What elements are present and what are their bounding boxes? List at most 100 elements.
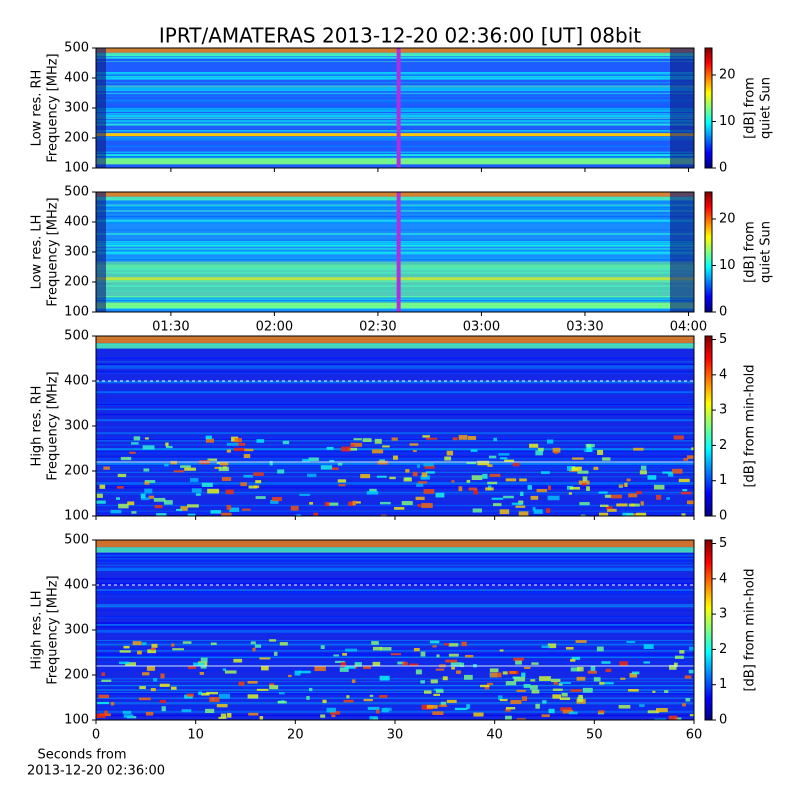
texture-stripe — [96, 466, 694, 468]
texture-blob — [521, 672, 526, 678]
texture-blob — [425, 437, 438, 440]
texture-stripe — [96, 471, 694, 474]
texture-blob — [193, 662, 205, 666]
texture-blob — [511, 502, 523, 505]
texture-stripe — [96, 615, 694, 618]
texture-stripe — [96, 703, 694, 705]
texture-blob — [669, 664, 677, 670]
texture-blob — [320, 714, 326, 718]
texture-blob — [568, 711, 578, 715]
texture-blob — [629, 672, 638, 678]
texture-blob — [161, 706, 166, 712]
texture-stripe — [96, 393, 694, 394]
texture-blob — [599, 681, 605, 685]
texture-stripe — [96, 468, 694, 470]
texture-stripe — [96, 92, 694, 94]
texture-stripe — [96, 297, 694, 299]
texture-blob — [531, 662, 539, 665]
texture-stripe — [96, 154, 694, 156]
texture-band — [96, 261, 694, 298]
texture-blob — [576, 676, 586, 681]
texture-stripe — [96, 604, 694, 606]
texture-blob — [468, 487, 478, 491]
texture-stripe — [96, 123, 694, 126]
texture-blob — [309, 501, 313, 505]
texture-blob — [570, 689, 582, 692]
texture-blob — [125, 662, 136, 667]
texture-stripe — [96, 233, 694, 235]
texture-blob — [269, 683, 275, 686]
texture-stripe — [96, 714, 694, 717]
texture-blob — [326, 446, 334, 450]
texture-stripe — [96, 136, 694, 139]
texture-blob — [636, 512, 647, 516]
texture-blob — [415, 496, 425, 501]
texture-stripe — [96, 249, 694, 251]
texture-blob — [173, 470, 185, 473]
texture-stripe — [96, 554, 694, 557]
texture-stripe — [96, 85, 694, 88]
texture-blob — [626, 478, 631, 482]
texture-stripe — [96, 464, 694, 466]
texture-blob — [391, 437, 398, 441]
texture-blob — [153, 678, 158, 682]
texture-blob — [329, 711, 341, 715]
x-tick-label: 04:00 — [670, 320, 707, 335]
texture-blob — [639, 470, 647, 475]
texture-blob — [598, 710, 605, 714]
texture-blob — [344, 665, 356, 669]
texture-blob — [329, 459, 335, 463]
y-tick-label: 100 — [64, 161, 89, 176]
texture-blob — [380, 647, 392, 651]
texture-blob — [259, 716, 264, 720]
texture-stripe — [96, 451, 694, 453]
texture-blob — [118, 503, 129, 509]
texture-blob — [633, 447, 644, 451]
texture-blob — [306, 473, 317, 478]
texture-stripe — [96, 309, 694, 310]
texture-blob — [505, 708, 511, 712]
texture-stripe — [96, 207, 694, 209]
texture-blob — [631, 671, 640, 675]
texture-blob — [261, 666, 269, 671]
texture-stripe — [96, 357, 694, 360]
texture-blob — [547, 485, 552, 491]
texture-stripe — [96, 365, 694, 367]
colorbar-label: quiet Sun — [759, 221, 774, 283]
texture-blob — [679, 650, 685, 654]
texture-blob — [435, 668, 445, 671]
texture-blob — [170, 460, 178, 465]
y-tick-label: 500 — [64, 329, 89, 344]
texture-blob — [381, 514, 387, 516]
texture-blob — [444, 456, 452, 461]
texture-stripe — [96, 702, 694, 704]
x-tick-label: 03:30 — [566, 320, 603, 335]
texture-blob — [227, 713, 232, 718]
texture-blob — [674, 655, 684, 659]
texture-stripe — [96, 361, 694, 363]
texture-blob — [147, 649, 157, 654]
texture-stripe — [96, 215, 694, 218]
y-axis-label: Frequency [MHz] — [46, 371, 61, 480]
texture-blob — [451, 480, 455, 483]
texture-stripe — [96, 451, 694, 452]
y-tick-label: 300 — [64, 419, 89, 434]
texture-blob — [392, 455, 398, 460]
texture-stripe — [96, 553, 694, 555]
texture-blob — [195, 493, 201, 496]
texture-edge — [670, 48, 694, 168]
texture-stripe — [96, 151, 694, 154]
texture-blob — [140, 497, 150, 501]
texture-stripe — [96, 408, 694, 410]
y-tick-label: 500 — [64, 185, 89, 200]
texture-blob — [130, 442, 139, 445]
texture-blob — [331, 714, 336, 718]
colorbar — [704, 539, 713, 721]
texture-stripe — [96, 697, 694, 700]
texture-blob — [252, 647, 256, 652]
texture-stripe — [96, 584, 694, 586]
texture-stripe — [96, 73, 694, 75]
colorbar-tick-label: 1 — [719, 473, 727, 488]
texture-stripe — [96, 462, 694, 464]
